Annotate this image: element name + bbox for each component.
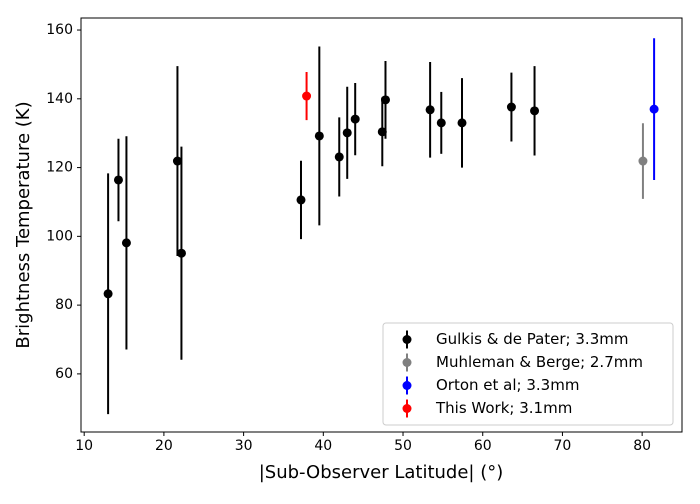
plot-frame bbox=[80, 17, 683, 433]
legend-swatch bbox=[402, 404, 412, 413]
data-point bbox=[103, 289, 113, 299]
legend: Gulkis & de Pater; 3.3mm Muhleman & Berge… bbox=[382, 322, 674, 426]
y-tick-label: 120 bbox=[46, 160, 73, 176]
y-tick-label: 60 bbox=[55, 366, 73, 382]
y-tick-label: 140 bbox=[46, 91, 73, 107]
x-tick-label: 70 bbox=[554, 438, 572, 454]
x-axis-label: |Sub-Observer Latitude| (°) bbox=[259, 462, 504, 483]
legend-swatch bbox=[402, 335, 412, 344]
legend-label: Gulkis & de Pater; 3.3mm bbox=[436, 330, 628, 348]
data-point bbox=[314, 131, 324, 141]
legend-swatch bbox=[402, 358, 412, 367]
y-axis-label: Brightness Temperature (K) bbox=[13, 101, 34, 348]
x-tick-label: 30 bbox=[235, 438, 253, 454]
data-point bbox=[121, 238, 131, 248]
legend-label: Muhleman & Berge; 2.7mm bbox=[436, 353, 643, 371]
data-point bbox=[506, 102, 516, 112]
y-tick-label: 100 bbox=[46, 228, 73, 244]
data-point bbox=[302, 91, 312, 101]
legend-swatch bbox=[402, 381, 412, 390]
data-point bbox=[176, 248, 186, 258]
data-point bbox=[172, 156, 182, 166]
data-point bbox=[425, 105, 435, 115]
data-point bbox=[334, 152, 344, 162]
data-point bbox=[342, 128, 352, 138]
data-point bbox=[457, 118, 467, 128]
legend-label: This Work; 3.1mm bbox=[435, 399, 572, 417]
data-point bbox=[436, 118, 446, 128]
data-point bbox=[113, 175, 123, 185]
data-point bbox=[649, 104, 659, 114]
x-tick-label: 40 bbox=[314, 438, 332, 454]
x-tick-label: 50 bbox=[394, 438, 412, 454]
x-tick-label: 20 bbox=[155, 438, 173, 454]
legend-box bbox=[382, 322, 674, 426]
data-point bbox=[380, 95, 390, 105]
data-point bbox=[638, 156, 648, 166]
y-tick-label: 160 bbox=[46, 22, 73, 38]
data-point bbox=[350, 114, 360, 124]
legend-label: Orton et al; 3.3mm bbox=[436, 376, 579, 394]
data-point bbox=[530, 106, 540, 116]
x-tick-label: 10 bbox=[75, 438, 93, 454]
y-tick-label: 80 bbox=[55, 297, 73, 313]
x-tick-label: 80 bbox=[633, 438, 651, 454]
x-tick-label: 60 bbox=[474, 438, 492, 454]
data-point bbox=[296, 195, 306, 205]
